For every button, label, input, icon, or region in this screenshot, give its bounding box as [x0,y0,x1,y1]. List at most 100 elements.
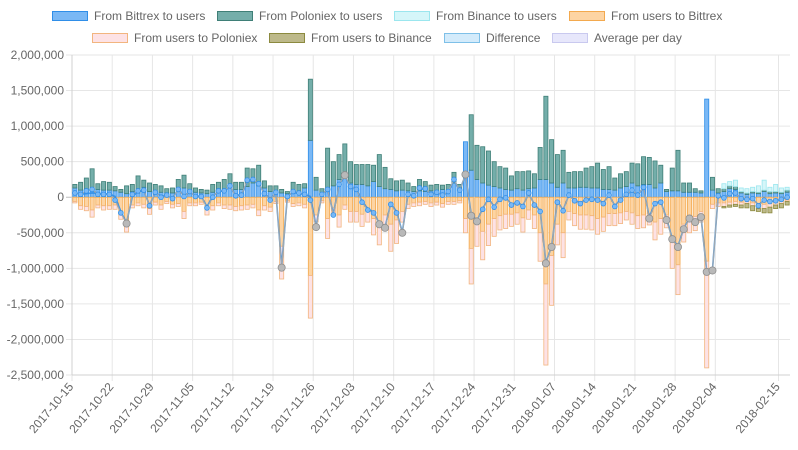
bar-poloniex_in [698,190,704,194]
bar-bittrex_out [348,196,354,212]
bar-bittrex_out [422,196,428,202]
bar-poloniex_out [474,223,480,247]
bar-poloniex_in [526,170,532,190]
point-difference [589,196,595,203]
legend-item-binance_in[interactable]: From Binance to users [394,9,557,23]
point-difference [472,217,481,226]
legend-label: Average per day [594,31,682,45]
x-tick-label: 2018-02-15 [733,380,783,436]
point-difference [77,191,84,198]
point-difference [784,194,790,201]
bar-binance_in [755,185,761,193]
bar-poloniex_out [583,214,589,230]
point-difference [89,186,95,193]
legend-item-average[interactable]: Average per day [552,31,682,45]
bar-poloniex_out [721,202,727,207]
bar-poloniex_out [497,215,503,231]
point-difference [491,204,497,210]
bar-bittrex_in [658,182,664,198]
bar-poloniex_in [78,181,84,191]
bar-poloniex_in [641,156,646,185]
bar-poloniex_in [618,173,624,189]
bar-bittrex_in [664,191,669,198]
bar-bittrex_out [353,196,359,212]
y-tick-label: -2,500,000 [7,368,65,382]
bar-poloniex_out [135,202,141,207]
legend-item-difference[interactable]: Difference [444,31,540,45]
bar-poloniex_out [83,206,89,212]
point-difference [617,197,624,203]
bar-poloniex_in [124,185,130,195]
point-difference [324,186,331,193]
bar-poloniex_out [371,218,377,236]
point-difference [560,207,566,214]
point-difference [715,193,721,199]
bar-bittrex_in [543,179,549,198]
bar-poloniex_out [325,218,331,239]
bar-poloniex_out [296,202,302,207]
legend-swatch [552,33,588,43]
bar-binance_in [732,179,738,187]
point-difference [508,202,515,208]
bar-binance_out [721,206,727,209]
bar-poloniex_in [589,166,595,189]
legend-item-poloniex_in[interactable]: From Poloniex to users [217,9,382,23]
bar-poloniex_in [394,180,400,192]
bar-poloniex_in [359,164,365,185]
point-difference [485,196,492,203]
bar-poloniex_out [480,230,486,261]
bar-poloniex_out [704,260,710,369]
bar-poloniex_out [221,204,227,210]
bar-binance_out [773,204,779,210]
bar-poloniex_out [589,215,595,231]
point-difference [129,191,136,198]
bar-poloniex_out [618,212,624,224]
bar-bittrex_in [388,188,394,198]
legend-item-poloniex_out[interactable]: From users to Poloniex [92,31,257,45]
point-difference [566,192,572,198]
bar-poloniex_in [635,163,641,187]
point-difference [583,197,589,203]
point-difference [83,188,90,194]
y-tick-label: -500,000 [17,226,65,240]
bar-bittrex_out [89,196,95,211]
legend-item-binance_out[interactable]: From users to Binance [269,31,432,45]
bar-poloniex_out [147,208,153,215]
bar-poloniex_out [95,204,101,209]
bar-bittrex_in [394,190,400,198]
bar-poloniex_out [549,255,555,306]
bar-poloniex_in [112,186,118,192]
bar-bittrex_out [238,196,244,207]
bar-bittrex_out [244,196,250,206]
bar-poloniex_in [147,182,153,192]
legend-item-bittrex_out[interactable]: From users to Bittrex [569,9,722,23]
bar-bittrex_in [761,191,767,198]
bar-bittrex_in [514,188,520,198]
bar-poloniex_in [537,147,543,180]
bar-poloniex_out [238,205,244,211]
bar-bittrex_out [261,196,267,207]
point-difference [657,199,664,206]
point-difference [749,195,756,202]
bar-poloniex_out [434,201,440,206]
point-difference [547,242,556,251]
point-difference [433,189,440,196]
bar-bittrex_in [451,182,457,198]
point-difference [250,176,256,183]
bar-binance_out [778,203,784,209]
point-difference [520,203,526,210]
point-difference [169,195,176,202]
bar-poloniex_out [629,212,635,225]
point-difference [387,201,394,208]
point-difference [514,200,520,206]
bar-poloniex_in [261,180,267,189]
legend-label: From users to Poloniex [134,31,258,45]
bar-poloniex_out [388,223,394,252]
point-difference [726,190,733,197]
bar-poloniex_out [462,218,468,234]
bar-poloniex_in [514,171,520,190]
bar-poloniex_in [89,168,95,190]
legend-swatch [569,11,605,21]
legend-item-bittrex_in[interactable]: From Bittrex to users [52,9,205,23]
bar-poloniex_out [623,211,629,221]
